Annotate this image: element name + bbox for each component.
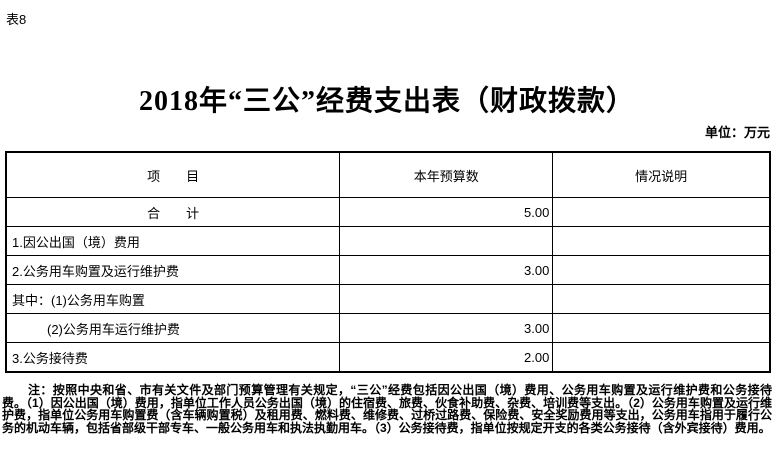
- column-header-budget: 本年预算数: [339, 151, 554, 198]
- row-vehicle-purchase-budget: [339, 284, 554, 314]
- row-total-label: 合 计: [5, 197, 341, 227]
- table-row-vehicle-total: 2.公务用车购置及运行维护费 3.00: [5, 255, 771, 285]
- table-number-label: 表8: [6, 12, 27, 27]
- column-header-item: 项 目: [5, 151, 341, 198]
- row-vehicle-purchase-label: 其中：(1)公务用车购置: [5, 284, 341, 314]
- row-abroad-label: 1.因公出国（境）费用: [5, 226, 341, 256]
- row-vehicle-total-note: [552, 255, 771, 285]
- table-row-vehicle-purchase: 其中：(1)公务用车购置: [5, 284, 771, 314]
- three-public-expense-table: 项 目 本年预算数 情况说明 合 计 5.00 1.因公出国（境）费用 2.公务…: [5, 151, 771, 373]
- footnote-text: 注：按照中央和省、市有关文件及部门预算管理有关规定，“三公”经费包括因公出国（境…: [2, 383, 772, 435]
- row-vehicle-maintenance-note: [552, 313, 771, 343]
- row-total-note: [552, 197, 771, 227]
- table-header-row: 项 目 本年预算数 情况说明: [5, 151, 771, 198]
- table-row-total: 合 计 5.00: [5, 197, 771, 227]
- row-vehicle-total-label: 2.公务用车购置及运行维护费: [5, 255, 341, 285]
- row-reception-budget: 2.00: [339, 342, 554, 373]
- unit-label: 单位：万元: [704, 125, 770, 140]
- table-row-abroad: 1.因公出国（境）费用: [5, 226, 771, 256]
- row-total-budget: 5.00: [339, 197, 554, 227]
- page-title: 2018年“三公”经费支出表（财政拨款）: [138, 85, 635, 117]
- row-vehicle-maintenance-budget: 3.00: [339, 313, 554, 343]
- row-vehicle-maintenance-label: (2)公务用车运行维护费: [5, 313, 341, 343]
- row-abroad-budget: [339, 226, 554, 256]
- row-abroad-note: [552, 226, 771, 256]
- table-row-vehicle-maintenance: (2)公务用车运行维护费 3.00: [5, 313, 771, 343]
- row-vehicle-purchase-note: [552, 284, 771, 314]
- table-row-reception: 3.公务接待费 2.00: [5, 342, 771, 373]
- row-reception-note: [552, 342, 771, 373]
- row-vehicle-total-budget: 3.00: [339, 255, 554, 285]
- row-reception-label: 3.公务接待费: [5, 342, 341, 373]
- column-header-note: 情况说明: [552, 151, 771, 198]
